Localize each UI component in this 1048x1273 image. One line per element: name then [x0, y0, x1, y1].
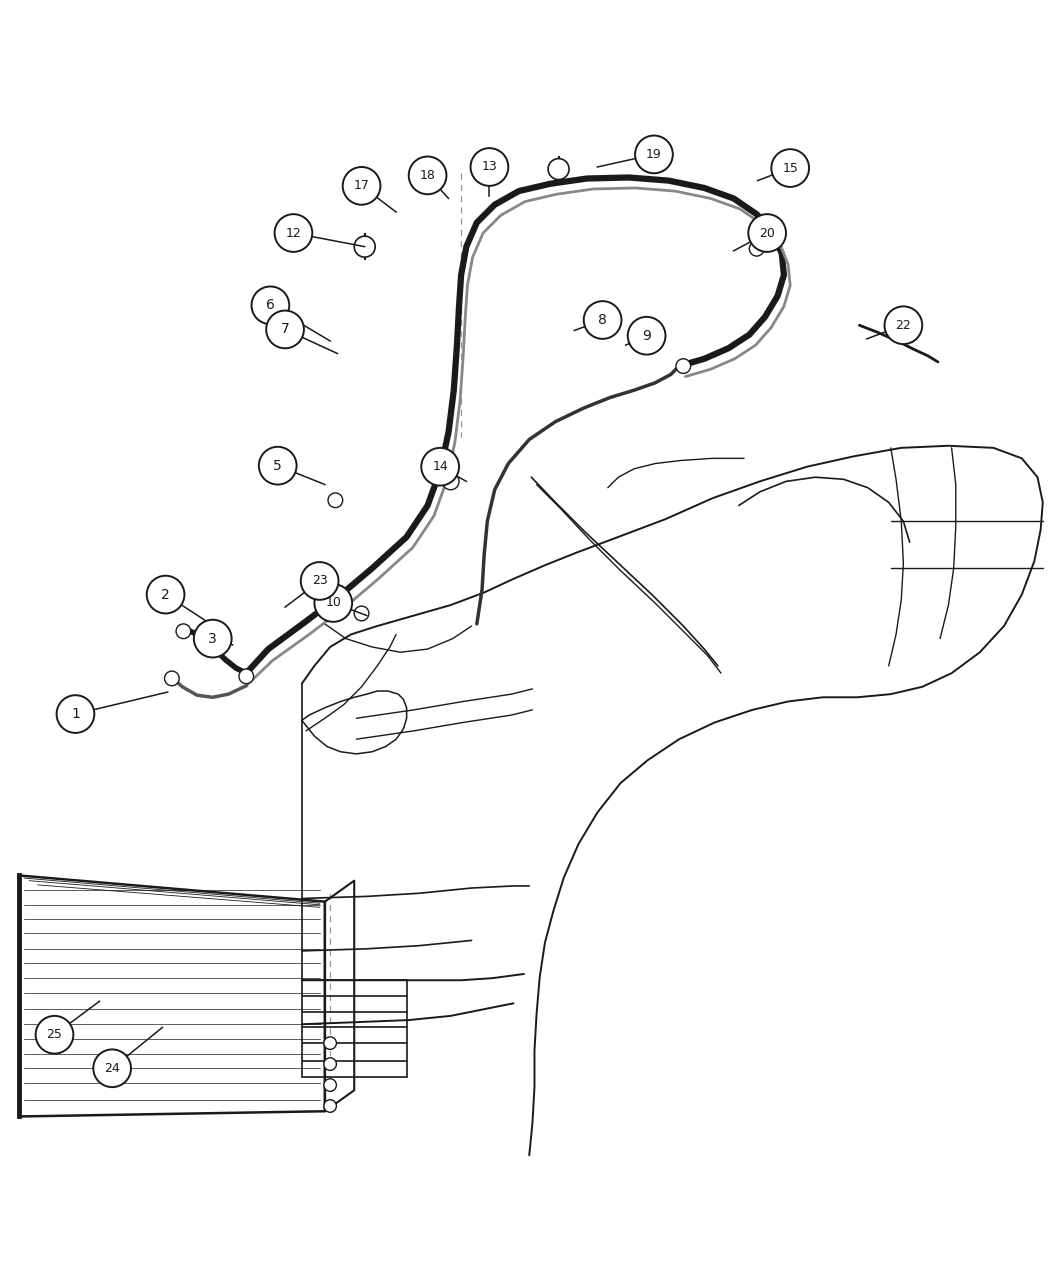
Circle shape: [421, 448, 459, 485]
Text: 2: 2: [161, 588, 170, 602]
Circle shape: [275, 214, 312, 252]
Text: 17: 17: [353, 179, 370, 192]
Circle shape: [266, 311, 304, 349]
Circle shape: [93, 1049, 131, 1087]
Text: 6: 6: [266, 298, 275, 312]
Circle shape: [194, 620, 232, 657]
Circle shape: [324, 1058, 336, 1071]
Circle shape: [409, 157, 446, 195]
Text: 3: 3: [209, 631, 217, 645]
Circle shape: [771, 149, 809, 187]
Circle shape: [147, 575, 184, 614]
Text: 22: 22: [895, 318, 912, 332]
Circle shape: [343, 167, 380, 205]
Text: 8: 8: [598, 313, 607, 327]
Text: 5: 5: [274, 458, 282, 472]
Circle shape: [36, 1016, 73, 1054]
Circle shape: [354, 237, 375, 257]
Text: 18: 18: [419, 169, 436, 182]
Text: 14: 14: [432, 461, 449, 474]
Circle shape: [328, 493, 343, 508]
Circle shape: [676, 359, 691, 373]
Text: 9: 9: [642, 328, 651, 342]
Text: 12: 12: [285, 227, 302, 239]
Circle shape: [324, 1036, 336, 1049]
Text: 13: 13: [481, 160, 498, 173]
Text: 10: 10: [325, 597, 342, 610]
Circle shape: [885, 307, 922, 344]
Circle shape: [749, 242, 764, 256]
Text: 23: 23: [311, 574, 328, 587]
Circle shape: [628, 317, 665, 355]
Circle shape: [314, 584, 352, 621]
Text: 1: 1: [71, 707, 80, 721]
Text: 25: 25: [46, 1029, 63, 1041]
Circle shape: [635, 135, 673, 173]
Text: 15: 15: [782, 162, 799, 174]
Text: 7: 7: [281, 322, 289, 336]
Circle shape: [471, 148, 508, 186]
Circle shape: [324, 1078, 336, 1091]
Circle shape: [252, 286, 289, 325]
Circle shape: [57, 695, 94, 733]
Text: 24: 24: [104, 1062, 121, 1074]
Circle shape: [442, 474, 459, 490]
Circle shape: [584, 302, 621, 339]
Circle shape: [165, 671, 179, 686]
Circle shape: [324, 1100, 336, 1113]
Circle shape: [748, 214, 786, 252]
Circle shape: [548, 159, 569, 179]
Text: 19: 19: [646, 148, 662, 160]
Circle shape: [354, 606, 369, 621]
Circle shape: [259, 447, 297, 485]
Circle shape: [239, 670, 254, 684]
Text: 20: 20: [759, 227, 776, 239]
Circle shape: [301, 563, 339, 600]
Circle shape: [176, 624, 191, 639]
